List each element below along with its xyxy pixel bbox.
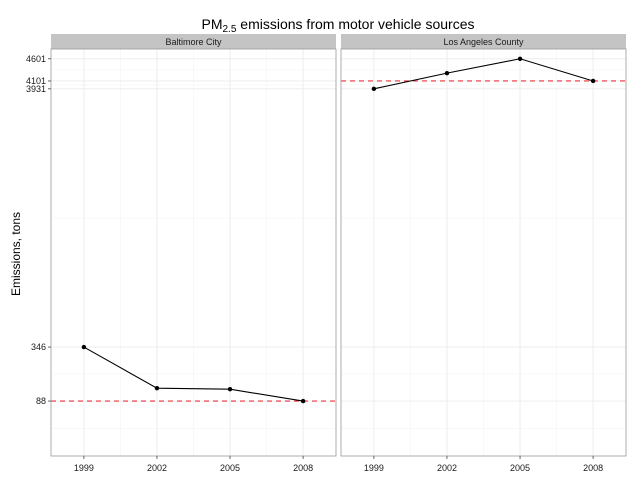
x-tick-label: 2005 <box>510 463 530 473</box>
x-tick-label: 2002 <box>147 463 167 473</box>
data-point <box>590 78 596 84</box>
y-tick-label: 88 <box>36 396 46 406</box>
y-axis-label: Emissions, tons <box>9 212 23 296</box>
facet-strip <box>341 34 626 49</box>
x-tick-label: 2002 <box>437 463 457 473</box>
x-tick-label: 2008 <box>583 463 603 473</box>
chart-title-base: PM <box>202 16 223 32</box>
data-point <box>300 398 306 404</box>
y-tick-label: 4101 <box>26 76 46 86</box>
data-point <box>154 386 160 391</box>
data-point <box>517 56 523 61</box>
x-tick-label: 1999 <box>74 463 94 473</box>
data-point <box>81 344 87 350</box>
facet-strip-label: Baltimore City <box>165 37 222 47</box>
y-tick-label: 3931 <box>26 84 46 94</box>
data-point <box>444 70 450 76</box>
y-tick-label: 346 <box>31 342 46 352</box>
x-tick-label: 2005 <box>220 463 240 473</box>
series-line <box>83 346 304 402</box>
x-tick-label: 1999 <box>364 463 384 473</box>
chart-title-rest: emissions from motor vehicle sources <box>236 16 474 32</box>
panel-border <box>340 48 627 457</box>
data-point <box>371 86 377 92</box>
panel-border <box>50 48 337 457</box>
facet-strip <box>51 34 336 49</box>
x-tick-label: 2008 <box>293 463 313 473</box>
chart-title: PM2.5 emissions from motor vehicle sourc… <box>202 16 475 35</box>
facet-strip-label: Los Angeles County <box>443 37 524 47</box>
series-line <box>373 58 594 90</box>
y-tick-label: 4601 <box>26 54 46 64</box>
data-point <box>227 387 233 392</box>
chart-title-subscript: 2.5 <box>223 24 237 35</box>
panel-0: Baltimore City 1999 2002 2005 2008 <box>50 34 337 473</box>
panel-1: Los Angeles County 1999 2002 2005 2008 <box>340 34 627 473</box>
